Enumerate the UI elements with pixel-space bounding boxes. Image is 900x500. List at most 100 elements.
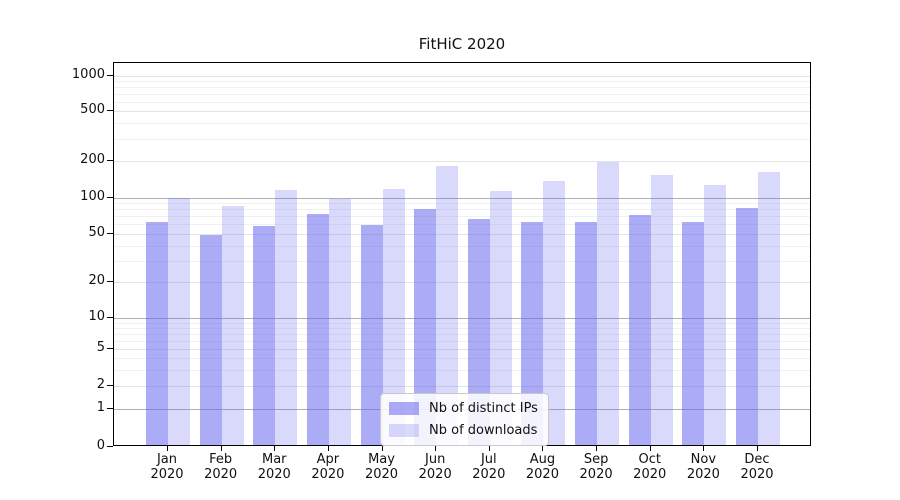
- x-tick-mark-apr: [327, 446, 329, 451]
- bar-distinct-ips-apr: [306, 214, 329, 445]
- x-tick-mark-nov: [703, 446, 705, 451]
- y-tick-mark-500: [107, 110, 113, 111]
- bar-distinct-ips-sep: [575, 222, 598, 445]
- y-tick-label-1: 1: [96, 400, 105, 415]
- bar-distinct-ips-oct: [628, 214, 651, 445]
- minor-gridline-400: [114, 123, 810, 125]
- y-tick-mark-0: [107, 445, 113, 447]
- minor-gridline-3: [114, 369, 810, 371]
- minor-gridline-9: [114, 322, 810, 324]
- gridline-2: [114, 386, 810, 387]
- gridline-1000: [114, 75, 810, 77]
- minor-gridline-600: [114, 101, 810, 103]
- y-tick-mark-20: [107, 281, 113, 282]
- bar-downloads-mar: [275, 189, 298, 445]
- minor-gridline-8: [114, 327, 810, 329]
- bar-downloads-apr: [328, 198, 351, 445]
- gridline-20: [114, 282, 810, 283]
- y-tick-mark-200: [107, 160, 113, 161]
- minor-gridline-900: [114, 80, 810, 82]
- bar-downloads-jul: [489, 190, 512, 445]
- bar-distinct-ips-jan: [146, 222, 168, 445]
- gridline-10: [114, 318, 810, 319]
- y-tick-mark-2: [107, 385, 113, 386]
- x-tick-mark-jul: [488, 446, 490, 451]
- minor-gridline-90: [114, 203, 810, 205]
- legend-label-downloads: Nb of downloads: [429, 423, 538, 438]
- x-tick-label-aug-2020: Aug 2020: [525, 452, 559, 482]
- bar-distinct-ips-feb: [199, 234, 222, 445]
- bar-downloads-aug: [543, 180, 566, 445]
- x-tick-label-jun-2020: Jun 2020: [418, 452, 452, 482]
- bar-distinct-ips-dec: [735, 208, 758, 445]
- legend: Nb of distinct IPs Nb of downloads: [380, 393, 549, 446]
- x-tick-mark-mar: [274, 446, 276, 451]
- minor-gridline-6: [114, 340, 810, 342]
- plot-area: Nb of distinct IPs Nb of downloads: [113, 62, 811, 446]
- legend-swatch-distinct-ips: [389, 402, 419, 415]
- x-tick-label-may-2020: May 2020: [364, 452, 399, 482]
- bar-downloads-feb: [221, 206, 244, 445]
- y-tick-label-500: 500: [80, 102, 105, 117]
- minor-gridline-800: [114, 86, 810, 88]
- x-tick-label-feb-2020: Feb 2020: [204, 452, 238, 482]
- x-tick-mark-jan: [167, 446, 168, 451]
- gridline-200: [114, 161, 810, 162]
- y-tick-label-0: 0: [96, 437, 105, 453]
- y-tick-mark-10: [107, 317, 113, 318]
- legend-row-downloads: Nb of downloads: [389, 421, 538, 440]
- x-tick-label-mar-2020: Mar 2020: [257, 452, 291, 482]
- legend-swatch-downloads: [389, 424, 419, 437]
- minor-gridline-30: [114, 260, 810, 262]
- x-tick-mark-sep: [596, 446, 598, 451]
- y-tick-label-5: 5: [96, 340, 105, 355]
- y-tick-mark-1: [107, 408, 113, 409]
- minor-gridline-700: [114, 93, 810, 95]
- minor-gridline-80: [114, 209, 810, 211]
- bar-distinct-ips-jun: [414, 209, 437, 445]
- bar-distinct-ips-jul: [467, 218, 490, 445]
- x-tick-label-jan-2020: Jan 2020: [150, 452, 184, 482]
- y-tick-mark-1000: [107, 74, 113, 76]
- gridline-50: [114, 234, 810, 235]
- x-tick-mark-jun: [435, 446, 437, 451]
- bar-distinct-ips-mar: [253, 225, 276, 445]
- minor-gridline-70: [114, 216, 810, 218]
- bar-downloads-sep: [597, 162, 620, 445]
- gridline-5: [114, 349, 810, 350]
- y-tick-label-2: 2: [96, 377, 105, 392]
- minor-gridline-4: [114, 358, 810, 359]
- x-tick-label-oct-2020: Oct 2020: [633, 452, 667, 482]
- minor-gridline-40: [114, 245, 810, 247]
- x-tick-mark-dec: [756, 446, 758, 451]
- y-tick-label-20: 20: [88, 273, 105, 288]
- x-tick-mark-aug: [542, 446, 544, 451]
- legend-row-distinct-ips: Nb of distinct IPs: [389, 399, 538, 418]
- x-tick-mark-oct: [649, 446, 651, 451]
- y-tick-label-50: 50: [88, 225, 105, 240]
- x-tick-label-nov-2020: Nov 2020: [686, 452, 720, 482]
- chart-title: FitHiC 2020: [418, 35, 506, 53]
- gridline-100: [114, 197, 810, 199]
- y-tick-mark-100: [107, 196, 113, 198]
- x-tick-mark-feb: [220, 446, 222, 451]
- x-tick-label-apr-2020: Apr 2020: [311, 452, 345, 482]
- x-tick-label-dec-2020: Dec 2020: [740, 452, 774, 482]
- bar-distinct-ips-aug: [521, 222, 544, 445]
- x-tick-label-jul-2020: Jul 2020: [472, 452, 506, 482]
- x-tick-label-sep-2020: Sep 2020: [579, 452, 613, 482]
- y-tick-mark-5: [107, 348, 113, 349]
- y-tick-label-100: 100: [80, 188, 105, 204]
- bar-downloads-dec: [757, 171, 780, 445]
- bar-distinct-ips-nov: [682, 222, 705, 445]
- bar-downloads-jan: [168, 198, 190, 445]
- y-tick-label-200: 200: [80, 152, 105, 167]
- minor-gridline-60: [114, 224, 810, 226]
- bar-downloads-nov: [704, 184, 727, 445]
- bar-downloads-jun: [436, 165, 459, 445]
- bar-distinct-ips-may: [360, 224, 383, 445]
- gridline-500: [114, 111, 810, 112]
- y-tick-label-10: 10: [88, 309, 105, 324]
- x-tick-mark-may: [381, 446, 383, 451]
